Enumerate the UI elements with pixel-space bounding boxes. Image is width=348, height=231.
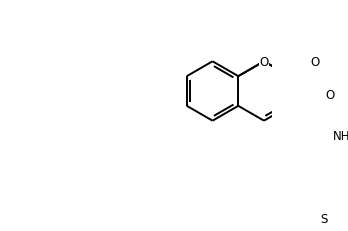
- Text: O: O: [311, 55, 320, 69]
- Text: S: S: [320, 213, 327, 225]
- Text: O: O: [326, 89, 335, 102]
- Text: NH: NH: [332, 129, 348, 143]
- Text: O: O: [259, 55, 269, 69]
- Text: O: O: [259, 55, 269, 69]
